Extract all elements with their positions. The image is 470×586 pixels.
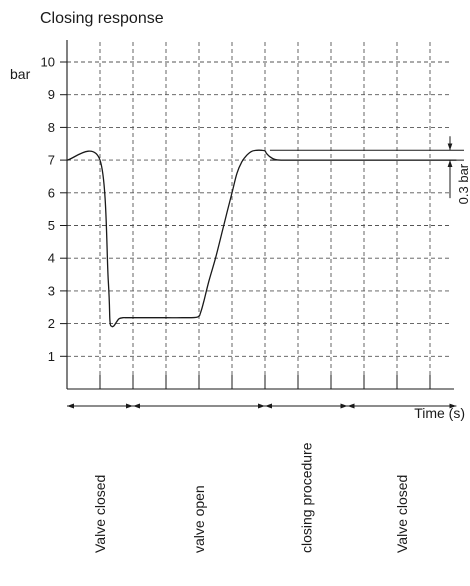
series-group xyxy=(66,149,457,328)
y-tick-label: 9 xyxy=(48,87,55,102)
y-tick-label: 1 xyxy=(48,349,55,364)
y-tick-label: 6 xyxy=(48,185,55,200)
y-tick-label: 3 xyxy=(48,283,55,298)
phase-annotations: Valve closed valve open closing procedure V… xyxy=(67,403,457,553)
y-tick-label: 4 xyxy=(48,251,55,266)
y-tick-label: 2 xyxy=(48,316,55,331)
y-axis-label: bar xyxy=(10,66,31,82)
axes xyxy=(66,40,454,390)
phase-label: valve open xyxy=(191,485,207,553)
x-axis-label: Time (s) xyxy=(414,405,465,421)
overshoot-label: 0.3 bar xyxy=(456,163,470,204)
y-tick-label: 8 xyxy=(48,120,55,135)
phase-label: Valve closed xyxy=(394,475,410,553)
pressure-curve xyxy=(66,149,457,328)
phase-label: closing procedure xyxy=(298,442,314,553)
y-tick-label: 5 xyxy=(48,218,55,233)
grid xyxy=(67,42,452,383)
chart-title: Closing response xyxy=(40,10,164,27)
y-tick-label: 10 xyxy=(41,55,55,70)
y-ticks: 1 2 3 4 5 6 7 8 9 10 xyxy=(41,55,67,364)
y-tick-label: 7 xyxy=(48,153,55,168)
phase-label: Valve closed xyxy=(92,475,108,553)
overshoot-annotation: 0.3 bar xyxy=(269,136,470,204)
